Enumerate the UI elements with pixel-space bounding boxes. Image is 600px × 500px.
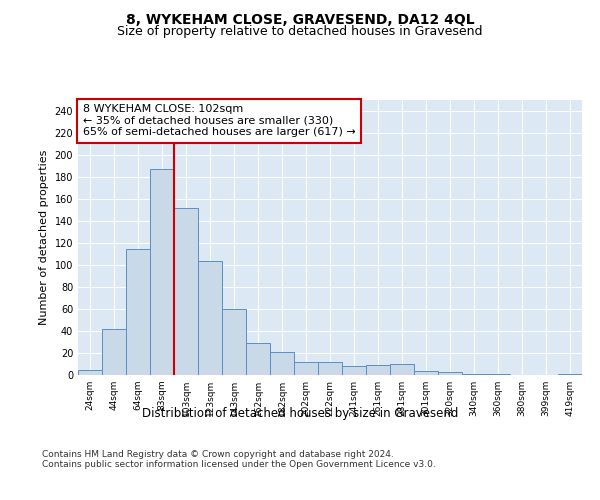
Bar (78, 370, 102, 375)
Bar (462, 374, 486, 375)
Y-axis label: Number of detached properties: Number of detached properties (39, 150, 49, 325)
Bar (222, 309, 246, 375)
Bar (150, 170, 174, 375)
Bar (198, 260, 222, 375)
Bar (486, 374, 510, 375)
Text: Size of property relative to detached houses in Gravesend: Size of property relative to detached ho… (117, 25, 483, 38)
Bar (270, 352, 294, 375)
Bar (126, 248, 150, 375)
Bar (318, 362, 342, 375)
Bar (246, 343, 270, 375)
Bar (438, 372, 462, 375)
Bar (174, 208, 198, 375)
Bar (294, 362, 318, 375)
Bar (102, 329, 126, 375)
Bar (390, 364, 414, 375)
Text: Contains HM Land Registry data © Crown copyright and database right 2024.
Contai: Contains HM Land Registry data © Crown c… (42, 450, 436, 469)
Text: Distribution of detached houses by size in Gravesend: Distribution of detached houses by size … (142, 408, 458, 420)
Bar (558, 374, 582, 375)
Text: 8 WYKEHAM CLOSE: 102sqm
← 35% of detached houses are smaller (330)
65% of semi-d: 8 WYKEHAM CLOSE: 102sqm ← 35% of detache… (83, 104, 356, 138)
Bar (414, 370, 438, 375)
Bar (366, 365, 390, 375)
Bar (342, 366, 366, 375)
Text: 8, WYKEHAM CLOSE, GRAVESEND, DA12 4QL: 8, WYKEHAM CLOSE, GRAVESEND, DA12 4QL (125, 12, 475, 26)
